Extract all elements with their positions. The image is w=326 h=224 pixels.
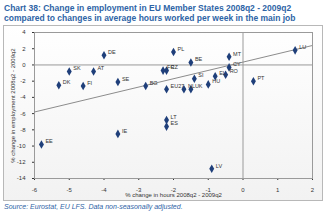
svg-text:IE: IE [122,128,128,134]
svg-text:-4: -4 [101,187,107,193]
svg-text:UK: UK [195,83,203,89]
svg-text:0: 0 [22,62,26,68]
svg-text:RO: RO [230,68,239,74]
svg-text:LV: LV [216,163,223,169]
svg-text:NL: NL [187,83,195,89]
svg-text:-2: -2 [170,186,177,193]
svg-text:FR: FR [167,64,174,70]
svg-text:2: 2 [311,187,315,193]
svg-text:-12: -12 [17,159,26,165]
svg-text:HU: HU [212,78,220,84]
svg-text:SE: SE [122,76,130,82]
svg-text:EU27: EU27 [171,83,185,89]
svg-text:MT: MT [233,51,242,57]
svg-text:-10: -10 [17,143,26,149]
svg-text:% change in hours 2008q2 - 200: % change in hours 2008q2 - 2009q2 [125,192,222,198]
svg-text:BE: BE [195,56,203,62]
svg-text:-4: -4 [20,94,26,100]
svg-text:4: 4 [22,29,26,35]
svg-text:SK: SK [73,65,81,71]
svg-text:1: 1 [276,187,280,193]
svg-text:DE: DE [108,49,116,55]
svg-text:AT: AT [98,65,105,71]
html-text:Source: Eurostat, EU LFS. Data: Source: Eurostat, EU LFS. Data non-seaso… [4,203,183,210]
svg-text:ES: ES [171,120,179,126]
svg-text:-6: -6 [20,111,26,117]
svg-text:-2: -2 [20,78,26,84]
svg-text:0: 0 [241,187,245,193]
svg-text:-5: -5 [67,187,73,193]
svg-text:2: 2 [22,46,26,52]
svg-text:BG: BG [150,80,158,86]
svg-text:CY: CY [233,61,241,67]
svg-text:CZ: CZ [170,64,178,71]
svg-text:LT: LT [171,114,178,120]
svg-text:-6: -6 [32,187,38,193]
svg-text:FI: FI [87,80,92,86]
svg-text:EL: EL [219,70,226,76]
svg-text:-3: -3 [136,186,142,193]
svg-text:-8: -8 [20,127,26,133]
svg-text:EE: EE [45,138,53,144]
svg-text:DK: DK [63,79,71,85]
svg-text:% change in employment 2008q2: % change in employment 2008q2 - 2009q2 [10,48,16,163]
svg-text:PL: PL [178,46,185,52]
svg-text:LU: LU [299,44,306,50]
html-text:Chart 38: Change in employment: Chart 38: Change in employment in EU Mem… [4,3,296,23]
svg-text:-14: -14 [17,175,26,181]
svg-text:PT: PT [257,75,265,81]
svg-text:SI: SI [198,72,204,78]
svg-text:-1: -1 [205,186,211,193]
